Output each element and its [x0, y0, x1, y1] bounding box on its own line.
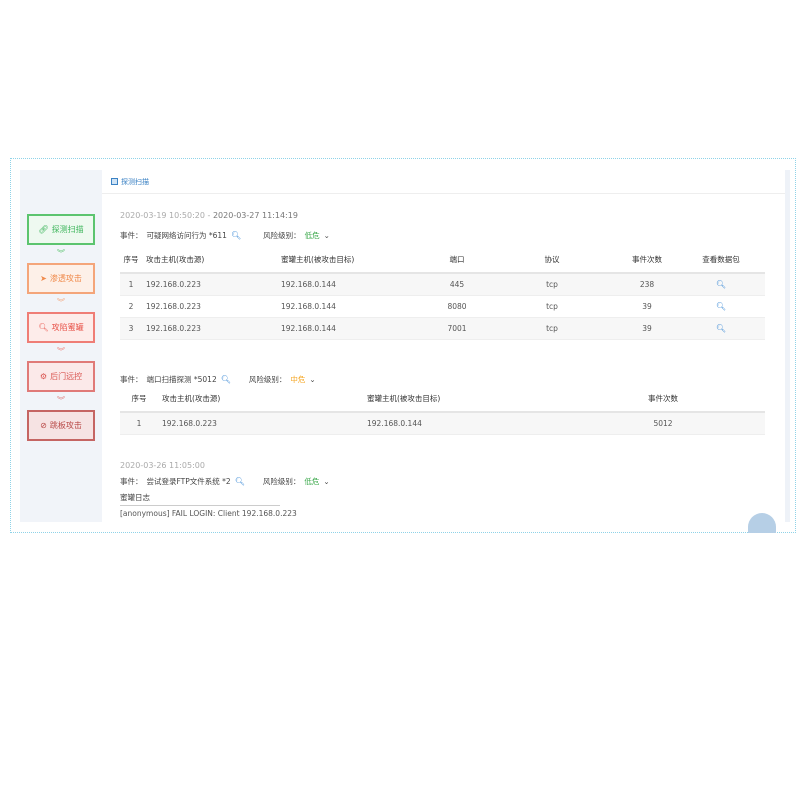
step-compromise[interactable]: 🔍︎ 攻陷蜜罐	[27, 312, 95, 343]
log-line: [anonymous] FAIL LOGIN: Client 192.168.0…	[120, 509, 297, 518]
timestamp: 2020-03-26 11:05:00	[120, 461, 205, 470]
search-icon[interactable]: 🔍︎	[234, 477, 245, 486]
link-icon: 🔗︎	[38, 225, 49, 234]
attack-chain-sidebar: 🔗︎ 探测扫描 ︾ ➤ 渗透攻击 ︾ 🔍︎ 攻陷蜜罐 ︾ ⚙ 后门远控 ︾ ⊘ 跳板攻击	[20, 170, 102, 522]
chevron-down-icon: ︾	[57, 396, 65, 405]
event-line: 事件： 端口扫描探测 *5012 🔍︎ 风险级别： 中危 ⌄	[120, 375, 316, 384]
chevron-down-icon[interactable]: ⌄	[323, 231, 330, 240]
table-row: 3 192.168.0.223 192.168.0.144 7001 tcp 39 🔍︎	[120, 317, 765, 340]
events-table: 序号 攻击主机(攻击源) 蜜罐主机(被攻击目标) 事件次数 1 192.168.0.22…	[120, 386, 765, 435]
table-row: 1 192.168.0.223 192.168.0.144 5012	[120, 412, 765, 435]
search-icon[interactable]: 🔍︎	[220, 375, 231, 384]
search-icon: 🔍︎	[38, 323, 49, 332]
chevron-down-icon: ︾	[57, 298, 65, 307]
chevron-down-icon[interactable]: ⌄	[323, 477, 330, 486]
view-packet-icon[interactable]: 🔍︎	[677, 273, 765, 296]
table-row: 2 192.168.0.223 192.168.0.144 8080 tcp 39 🔍︎	[120, 295, 765, 318]
main-panel: 探测扫描 2020-03-19 10:50:20 - 2020-03-27 11…	[102, 170, 785, 522]
cogs-icon: ⚙	[39, 372, 48, 381]
time-range: 2020-03-19 10:50:20 - 2020-03-27 11:14:1…	[120, 211, 298, 220]
chevron-down-icon: ︾	[57, 347, 65, 356]
scrollbar[interactable]	[785, 170, 790, 522]
panel-header: 探测扫描	[102, 170, 785, 194]
view-packet-icon[interactable]: 🔍︎	[677, 295, 765, 318]
square-icon	[111, 178, 118, 185]
table-row: 1 192.168.0.223 192.168.0.144 445 tcp 238 🔍︎	[120, 273, 765, 296]
risk-level: 中危	[290, 375, 306, 384]
step-backdoor[interactable]: ⚙ 后门远控	[27, 361, 95, 392]
panel-title: 探测扫描	[121, 177, 149, 186]
view-packet-icon[interactable]: 🔍︎	[677, 317, 765, 340]
event-line: 事件： 尝试登录FTP文件系统 *2 🔍︎ 风险级别： 低危 ⌄	[120, 477, 330, 486]
step-scan[interactable]: 🔗︎ 探测扫描	[27, 214, 95, 245]
outer-frame	[10, 158, 796, 533]
event-line: 事件： 可疑网络访问行为 *611 🔍︎ 风险级别： 低危 ⌄	[120, 231, 330, 240]
search-icon[interactable]: 🔍︎	[230, 231, 242, 240]
step-pivot[interactable]: ⊘ 跳板攻击	[27, 410, 95, 441]
risk-level: 低危	[304, 477, 320, 486]
events-table: 序号 攻击主机(攻击源) 蜜罐主机(被攻击目标) 端口 协议 事件次数 查看数据包 1 192…	[120, 247, 765, 340]
honeypot-log-title: 蜜罐日志	[120, 492, 280, 506]
step-penetration[interactable]: ➤ 渗透攻击	[27, 263, 95, 294]
chevron-down-icon: ︾	[57, 249, 65, 258]
chevron-down-icon[interactable]: ⌄	[309, 375, 316, 384]
back-to-top-button[interactable]	[748, 513, 776, 533]
paper-plane-icon: ➤	[40, 274, 47, 283]
ban-icon: ⊘	[40, 421, 47, 430]
risk-level: 低危	[304, 231, 320, 240]
